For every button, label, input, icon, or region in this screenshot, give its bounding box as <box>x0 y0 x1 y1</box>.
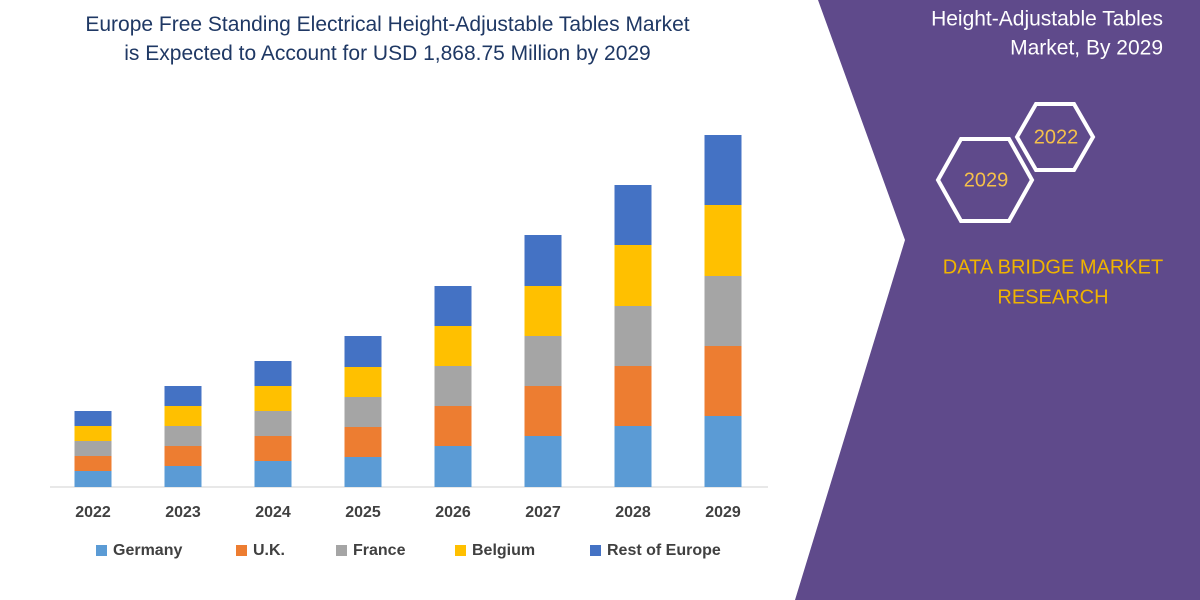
panel-heading: Market, By 2029 <box>1010 37 1163 60</box>
x-tick-label: 2029 <box>705 504 741 521</box>
side-panel <box>795 0 1200 600</box>
hexagon <box>1014 102 1096 172</box>
bar-segment <box>524 436 562 487</box>
legend-swatch <box>236 545 247 556</box>
legend-label: France <box>353 542 406 559</box>
hexagon <box>935 137 1035 223</box>
bar-segment <box>164 446 202 466</box>
bar-segment <box>704 205 742 276</box>
bar-segment <box>614 245 652 306</box>
legend-label: Germany <box>113 542 182 559</box>
legend-swatch <box>455 545 466 556</box>
bar-segment <box>704 416 742 487</box>
bar-segment <box>434 326 472 366</box>
bar-segment <box>344 336 382 367</box>
x-tick-label: 2022 <box>75 504 111 521</box>
bar-segment <box>344 367 382 397</box>
x-tick-label: 2027 <box>525 504 561 521</box>
bar-segment <box>164 386 202 406</box>
bar-segment <box>614 306 652 366</box>
bar-segment <box>164 426 202 446</box>
hexagon-label: 2029 <box>964 169 1009 191</box>
bar-segment <box>524 286 562 336</box>
panel-heading: Height-Adjustable Tables <box>931 8 1163 31</box>
legend-label: Belgium <box>472 542 535 559</box>
legend-label: Rest of Europe <box>607 542 721 559</box>
x-tick-label: 2025 <box>345 504 381 521</box>
bar-segment <box>704 346 742 416</box>
bar-segment <box>74 456 112 471</box>
bar-segment <box>254 461 292 487</box>
x-tick-label: 2028 <box>615 504 651 521</box>
legend-swatch <box>336 545 347 556</box>
bar-segment <box>74 471 112 487</box>
bar-segment <box>254 386 292 411</box>
hexagon-label: 2022 <box>1034 126 1079 148</box>
bar-segment <box>524 336 562 386</box>
bar-segment <box>74 426 112 441</box>
bar-segment <box>254 411 292 436</box>
bar-segment <box>704 276 742 346</box>
brand-text: DATA BRIDGE MARKET <box>943 256 1163 278</box>
bar-segment <box>614 366 652 426</box>
brand-text: RESEARCH <box>997 286 1108 308</box>
bar-segment <box>344 457 382 487</box>
bar-segment <box>434 446 472 487</box>
legend-swatch <box>96 545 107 556</box>
chart-title: Europe Free Standing Electrical Height-A… <box>85 13 690 65</box>
bar-segment <box>344 427 382 457</box>
bar-segment <box>74 441 112 456</box>
x-tick-label: 2026 <box>435 504 471 521</box>
bar-segment <box>164 406 202 426</box>
bar-segment <box>614 426 652 487</box>
bar-segment <box>524 235 562 286</box>
legend-label: U.K. <box>253 542 285 559</box>
x-tick-label: 2024 <box>255 504 291 521</box>
bar-segment <box>254 436 292 461</box>
bar-segment <box>74 411 112 426</box>
bar-segment <box>434 366 472 406</box>
bar-segment <box>524 386 562 436</box>
bar-segment <box>164 466 202 487</box>
bar-segment <box>254 361 292 386</box>
x-tick-label: 2023 <box>165 504 201 521</box>
bar-segment <box>704 135 742 205</box>
bar-segment <box>344 397 382 427</box>
bar-segment <box>614 185 652 245</box>
legend-swatch <box>590 545 601 556</box>
bar-segment <box>434 406 472 446</box>
bar-segment <box>434 286 472 326</box>
